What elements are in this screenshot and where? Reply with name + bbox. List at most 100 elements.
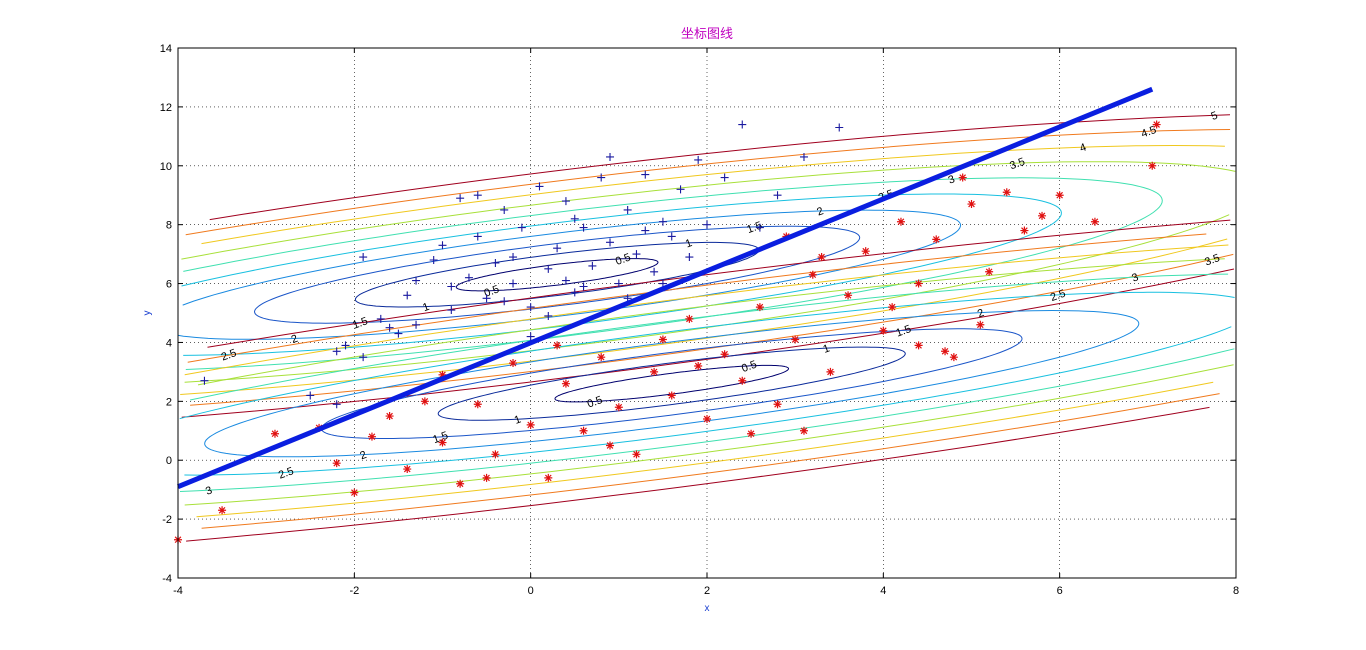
class1-point [544, 264, 553, 273]
contour-label: 3 [204, 484, 214, 497]
class2-point [914, 341, 923, 350]
contour-line [179, 273, 1235, 492]
class1-point [509, 279, 518, 288]
class1-point [394, 329, 403, 338]
contour-label: 0.5 [614, 251, 632, 268]
class2-point [438, 370, 447, 379]
class1-point [526, 332, 535, 341]
class2-point [694, 362, 703, 370]
class1-point [429, 256, 438, 264]
class1-point [376, 314, 385, 323]
class2-point [456, 479, 465, 488]
class1-point [614, 279, 623, 288]
contour-label: 0.5 [586, 394, 604, 411]
class2-point [799, 426, 808, 435]
class2-point [658, 335, 667, 344]
class1-point [447, 306, 456, 315]
contour-labels: 0.50.5111.51.5222.52.533.544.550.50.5111… [204, 110, 1222, 498]
contour-label: 1.5 [894, 323, 912, 340]
class1-point [623, 205, 632, 214]
class2-point [606, 441, 615, 450]
class1-point [667, 232, 676, 241]
contour-label: 1 [421, 301, 431, 314]
class1-point [579, 282, 588, 291]
contour-label: 2.5 [1049, 288, 1067, 305]
class2-point [350, 488, 359, 497]
contour-line [253, 225, 861, 324]
class1-point [544, 311, 553, 320]
class2-point [614, 403, 623, 412]
class2-point [385, 412, 394, 421]
class1-point [500, 205, 509, 214]
class2-point [1020, 226, 1029, 235]
class2-point [218, 506, 227, 515]
class2-point [509, 359, 518, 368]
contour-line [181, 193, 1062, 356]
class2-point [270, 429, 279, 438]
x-tick-label: 4 [880, 585, 886, 597]
contour-line [204, 309, 1140, 458]
contour-label: 4.5 [1140, 124, 1158, 141]
contour-label: 3.5 [1203, 252, 1221, 269]
class2-point [958, 173, 967, 182]
class1-point [641, 170, 650, 179]
y-tick-label: 6 [166, 279, 172, 291]
contour-label: 1.5 [745, 220, 763, 237]
class1-point [606, 152, 615, 161]
class2-point [791, 335, 800, 344]
class2-point [482, 473, 491, 482]
class2-point [473, 400, 482, 409]
class2-point [773, 400, 782, 409]
class1-point [359, 353, 368, 362]
class2-point [808, 270, 817, 279]
class1-point [773, 191, 782, 200]
class1-point [553, 244, 562, 253]
y-tick-label: 0 [166, 455, 172, 467]
class2-point [844, 291, 853, 300]
class1-point [517, 223, 526, 232]
y-tick-label: 12 [160, 102, 172, 114]
y-tick-label: 14 [160, 43, 172, 55]
class1-markers [200, 120, 844, 409]
class1-point [447, 282, 456, 291]
class2-point [491, 450, 500, 459]
y-tick-label: 2 [166, 396, 172, 408]
class1-point [676, 185, 685, 194]
contour-label: 4 [1078, 141, 1088, 154]
class2-point [1002, 188, 1011, 197]
contour-line [186, 219, 1231, 542]
class1-point [526, 303, 535, 312]
class1-point [570, 288, 579, 297]
class1-point [755, 223, 764, 232]
class1-point [500, 297, 509, 306]
class1-point [306, 391, 315, 400]
contour-line [455, 258, 659, 292]
class2-point [579, 426, 588, 435]
class2-point [896, 217, 905, 226]
contour-label: 2.5 [220, 347, 238, 364]
class2-point [1090, 217, 1099, 226]
class1-point [606, 238, 615, 247]
class1-point [385, 323, 394, 332]
decision-boundary [177, 86, 1154, 490]
class2-point [403, 465, 412, 474]
class1-point [200, 376, 209, 385]
class1-point [632, 250, 641, 259]
class2-point [561, 379, 570, 388]
contour-line [354, 241, 760, 308]
contour-line [187, 233, 1220, 529]
class2-point [526, 420, 535, 429]
class1-point [641, 226, 650, 235]
class2-point [932, 235, 941, 244]
contour-label: 1 [513, 413, 523, 426]
contour-label: 2 [815, 205, 825, 218]
class2-point [685, 314, 694, 323]
class2-point [597, 353, 606, 362]
class1-point [597, 173, 606, 182]
x-tick-label: 6 [1057, 585, 1063, 597]
class1-point [694, 155, 703, 164]
contour-line [184, 244, 1229, 518]
class1-point [438, 241, 447, 250]
